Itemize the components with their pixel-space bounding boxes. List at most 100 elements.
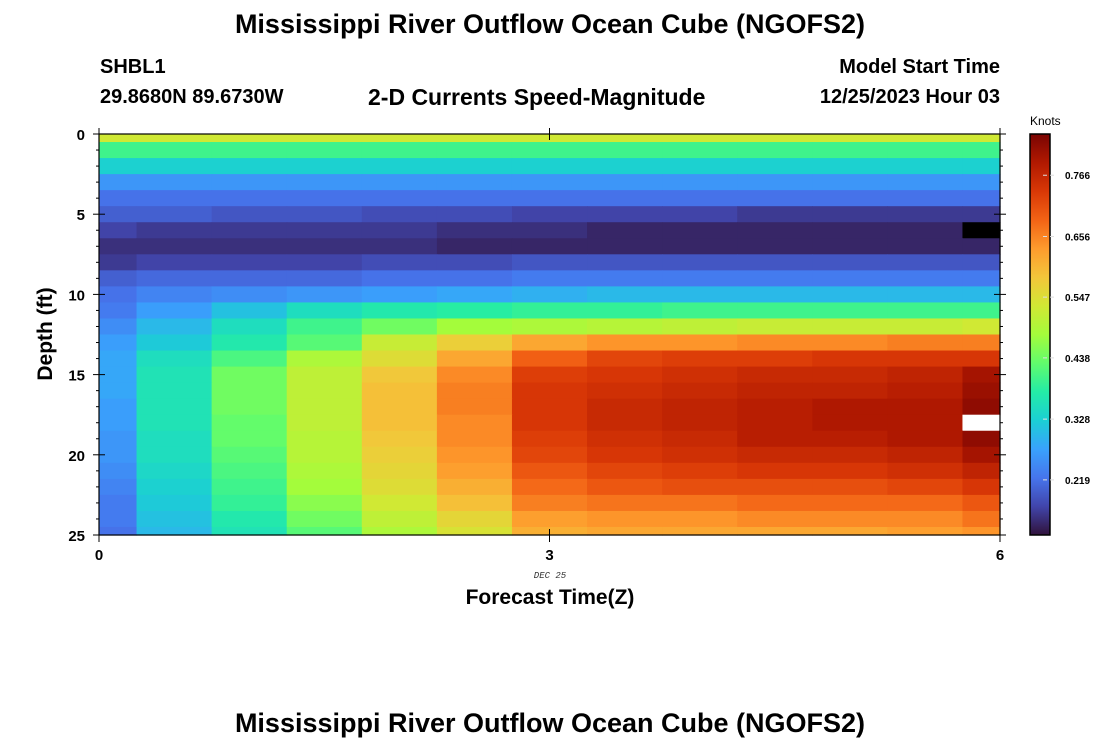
- heatmap-cell: [361, 510, 438, 528]
- heatmap-cell: [662, 222, 738, 239]
- heatmap-cell: [286, 414, 363, 432]
- heatmap-cell: [887, 350, 964, 368]
- heatmap-cell: [99, 318, 138, 336]
- heatmap-cell: [812, 446, 888, 464]
- heatmap-cell: [962, 142, 1001, 159]
- heatmap-cell: [99, 366, 138, 384]
- heatmap-cell: [436, 366, 513, 384]
- heatmap-cell: [587, 350, 663, 368]
- heatmap-cell: [962, 286, 1001, 304]
- heatmap-cell: [887, 286, 964, 304]
- heatmap-cell: [812, 462, 888, 480]
- heatmap-cell: [211, 382, 288, 400]
- heatmap-cell: [887, 190, 964, 207]
- y-tick-label: 20: [68, 448, 85, 465]
- heatmap-cell: [737, 302, 813, 320]
- heatmap-cell: [662, 334, 738, 352]
- heatmap-cell: [211, 478, 288, 496]
- heatmap-cell: [99, 462, 138, 480]
- heatmap-cell: [737, 446, 813, 464]
- heatmap-cell: [286, 366, 363, 384]
- heatmap-cell: [361, 430, 438, 448]
- heatmap-cell: [211, 158, 288, 175]
- heatmap-cell: [737, 318, 813, 336]
- heatmap-cell: [211, 134, 288, 143]
- heatmap-chart: 0 5 10 15 20 25 0 3 6 DEC 25 Forecast Time(Z) De…: [34, 114, 1090, 609]
- heatmap-cell: [887, 238, 964, 255]
- heatmap-cell: [887, 526, 964, 536]
- station-id: SHBL1: [100, 56, 166, 78]
- heatmap-cell: [587, 430, 663, 448]
- heatmap-cell: [136, 526, 213, 536]
- heatmap-cell: [211, 238, 288, 255]
- heatmap-cell: [361, 222, 438, 239]
- heatmap-cell: [99, 334, 138, 352]
- heatmap-cell: [361, 350, 438, 368]
- heatmap-cell: [887, 134, 964, 143]
- heatmap-cell: [962, 174, 1001, 191]
- heatmap-cell: [361, 446, 438, 464]
- heatmap-cell: [812, 398, 888, 416]
- heatmap-cell: [436, 190, 513, 207]
- heatmap-cell: [737, 142, 813, 159]
- heatmap-cell: [361, 398, 438, 416]
- heatmap-cell: [587, 286, 663, 304]
- heatmap-cell: [662, 494, 738, 512]
- heatmap-cell: [136, 270, 213, 287]
- heatmap-cell: [887, 302, 964, 320]
- heatmap-cell: [436, 398, 513, 416]
- heatmap-cell: [812, 222, 888, 239]
- heatmap-cell: [511, 222, 588, 239]
- heatmap-cell: [511, 478, 588, 496]
- heatmap-cell: [662, 414, 738, 432]
- heatmap-cell: [99, 382, 138, 400]
- heatmap-cell: [136, 254, 213, 271]
- heatmap-cell: [361, 174, 438, 191]
- y-tick-label: 0: [77, 127, 85, 144]
- heatmap-cell: [286, 238, 363, 255]
- heatmap-cell: [812, 334, 888, 352]
- heatmap-cell: [436, 158, 513, 175]
- heatmap-cell: [136, 142, 213, 159]
- heatmap-cell: [737, 334, 813, 352]
- heatmap-cell: [211, 366, 288, 384]
- heatmap-cell: [587, 334, 663, 352]
- heatmap-cell: [99, 238, 138, 255]
- heatmap-cell: [361, 238, 438, 255]
- heatmap-cell: [662, 318, 738, 336]
- heatmap-cell: [99, 510, 138, 528]
- heatmap-cell: [662, 510, 738, 528]
- heatmap-cell: [587, 222, 663, 239]
- heatmap-cell: [587, 158, 663, 175]
- heatmap-cell: [737, 430, 813, 448]
- heatmap-cell: [286, 302, 363, 320]
- heatmap-cell: [436, 238, 513, 255]
- heatmap-cell: [99, 446, 138, 464]
- heatmap-cell: [136, 350, 213, 368]
- heatmap-cell: [286, 398, 363, 416]
- heatmap-cell: [286, 174, 363, 191]
- heatmap-cell: [511, 174, 588, 191]
- heatmap-cell: [436, 446, 513, 464]
- heatmap-cell: [211, 350, 288, 368]
- heatmap-cell: [662, 382, 738, 400]
- heatmap-cell: [436, 382, 513, 400]
- heatmap-cell: [99, 414, 138, 432]
- heatmap-cell: [361, 158, 438, 175]
- station-coordinates: 29.8680N 89.6730W: [100, 86, 284, 108]
- heatmap-cell: [737, 398, 813, 416]
- heatmap-cell: [962, 478, 1001, 496]
- heatmap-cell: [136, 366, 213, 384]
- heatmap-cell: [887, 446, 964, 464]
- heatmap-cell: [286, 142, 363, 159]
- heatmap-cell: [511, 334, 588, 352]
- heatmap-cell: [211, 318, 288, 336]
- heatmap-cell: [887, 158, 964, 175]
- heatmap-cell: [436, 430, 513, 448]
- heatmap-cell: [812, 158, 888, 175]
- heatmap-cell: [361, 478, 438, 496]
- heatmap-cell: [511, 366, 588, 384]
- heatmap-cell: [887, 398, 964, 416]
- colorbar-unit-label: Knots: [1030, 114, 1061, 128]
- page-title: Mississippi River Outflow Ocean Cube (NG…: [234, 9, 866, 39]
